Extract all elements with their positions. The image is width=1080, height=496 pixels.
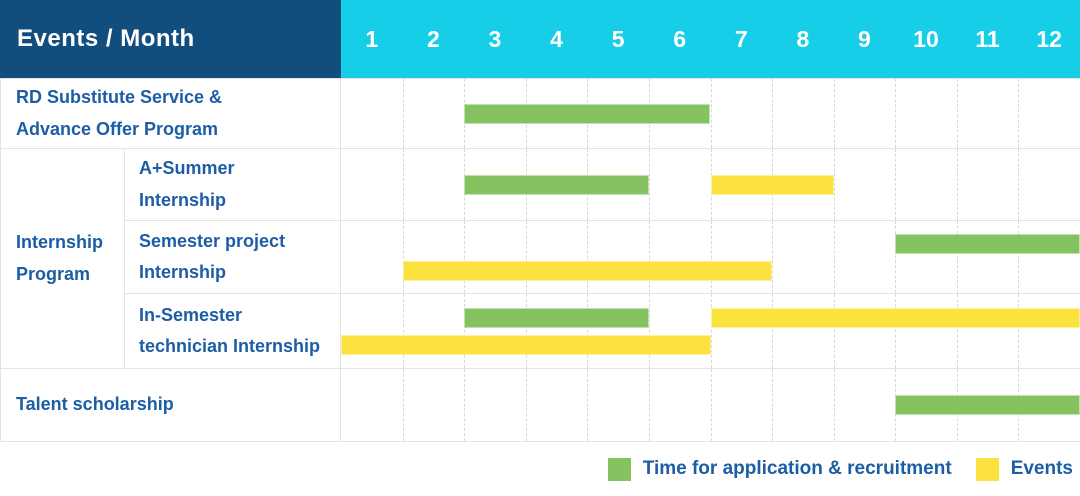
month-header-11: 11 bbox=[957, 0, 1019, 78]
legend-item-yellow: Events bbox=[976, 458, 1073, 481]
month-gridline bbox=[895, 221, 896, 293]
green-bar bbox=[464, 104, 710, 124]
month-header-5: 5 bbox=[587, 0, 649, 78]
month-gridline bbox=[957, 294, 958, 368]
green-bar bbox=[464, 175, 649, 195]
row-label-rd-substitute-service: RD Substitute Service &Advance Offer Pro… bbox=[0, 79, 340, 148]
yellow-bar bbox=[711, 308, 1080, 328]
bar-line bbox=[341, 104, 1080, 124]
events-month-header-cell: Events / Month bbox=[0, 0, 341, 78]
timeline-cell-a-plus-summer-internship bbox=[340, 149, 1080, 220]
month-gridline bbox=[711, 221, 712, 293]
yellow-bar bbox=[711, 175, 834, 195]
month-header-3: 3 bbox=[464, 0, 526, 78]
month-header-7: 7 bbox=[710, 0, 772, 78]
month-gridline bbox=[1018, 294, 1019, 368]
row-rd-substitute-service: RD Substitute Service &Advance Offer Pro… bbox=[0, 79, 1080, 149]
bar-line bbox=[341, 234, 1080, 254]
label-line: A+Summer bbox=[139, 153, 340, 185]
green-bar bbox=[464, 308, 649, 328]
month-gridline bbox=[834, 221, 835, 293]
bar-line bbox=[341, 175, 1080, 195]
label-line: In-Semester bbox=[139, 300, 340, 332]
bar-line bbox=[341, 261, 1080, 281]
label-line: Internship bbox=[16, 227, 124, 259]
month-gridline bbox=[834, 294, 835, 368]
bar-line bbox=[341, 335, 1080, 355]
month-gridline bbox=[464, 294, 465, 368]
legend-label-green: Time for application & recruitment bbox=[643, 458, 952, 480]
legend-label-yellow: Events bbox=[1011, 458, 1073, 480]
month-header-10: 10 bbox=[895, 0, 957, 78]
label-line: Talent scholarship bbox=[16, 389, 340, 421]
legend-swatch-yellow bbox=[976, 458, 999, 481]
month-gridline bbox=[1018, 221, 1019, 293]
yellow-bar bbox=[341, 335, 711, 355]
label-line: Program bbox=[16, 259, 124, 291]
timeline-cell-in-semester-technician-internship bbox=[340, 294, 1080, 368]
legend-item-green: Time for application & recruitment bbox=[608, 458, 952, 481]
month-gridline bbox=[403, 294, 404, 368]
label-line: Semester project bbox=[139, 226, 340, 258]
month-header-9: 9 bbox=[834, 0, 896, 78]
month-gridline bbox=[772, 294, 773, 368]
label-line: Internship bbox=[139, 185, 340, 217]
month-gridline bbox=[895, 294, 896, 368]
green-bar bbox=[895, 234, 1080, 254]
label-line: Internship bbox=[139, 257, 340, 289]
bar-line bbox=[341, 395, 1080, 415]
month-gridline bbox=[526, 294, 527, 368]
legend: Time for application & recruitment Events bbox=[0, 442, 1080, 496]
month-header-4: 4 bbox=[526, 0, 588, 78]
month-gridline bbox=[403, 221, 404, 293]
bar-line bbox=[341, 308, 1080, 328]
timeline-cell-talent-scholarship bbox=[340, 369, 1080, 441]
label-line: Advance Offer Program bbox=[16, 114, 340, 146]
timeline-cell-rd-substitute-service bbox=[340, 79, 1080, 148]
label-line: RD Substitute Service & bbox=[16, 82, 340, 114]
month-header-1: 1 bbox=[341, 0, 403, 78]
month-header-12: 12 bbox=[1018, 0, 1080, 78]
yellow-bar bbox=[403, 261, 773, 281]
month-header-2: 2 bbox=[403, 0, 465, 78]
legend-swatch-green bbox=[608, 458, 631, 481]
table-body: RD Substitute Service &Advance Offer Pro… bbox=[0, 78, 1080, 442]
green-bar bbox=[895, 395, 1080, 415]
label-line: technician Internship bbox=[139, 331, 340, 363]
month-header-6: 6 bbox=[649, 0, 711, 78]
month-gridline bbox=[649, 294, 650, 368]
month-gridline bbox=[711, 294, 712, 368]
month-header-8: 8 bbox=[772, 0, 834, 78]
month-gridline bbox=[464, 221, 465, 293]
month-gridline bbox=[587, 221, 588, 293]
month-gridline bbox=[526, 221, 527, 293]
row-talent-scholarship: Talent scholarship bbox=[0, 369, 1080, 442]
timeline-cell-semester-project-internship bbox=[340, 221, 1080, 293]
month-gridline bbox=[587, 294, 588, 368]
month-gridline bbox=[649, 221, 650, 293]
month-gridline bbox=[772, 221, 773, 293]
row-label-talent-scholarship: Talent scholarship bbox=[0, 369, 340, 441]
month-gridline bbox=[957, 221, 958, 293]
